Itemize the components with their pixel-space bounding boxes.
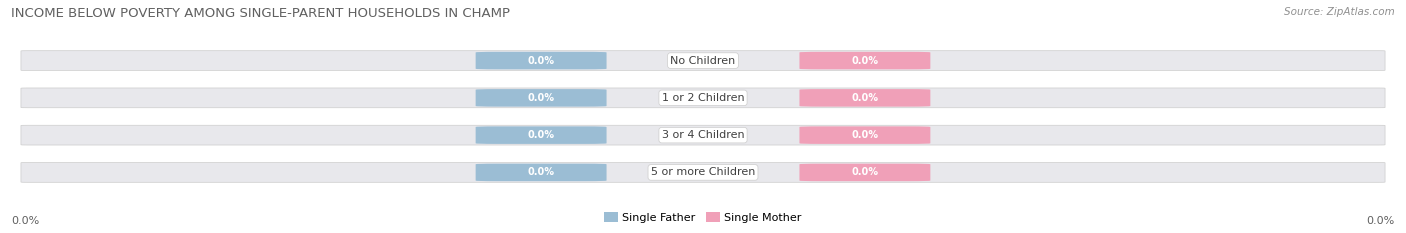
Text: 0.0%: 0.0%	[527, 56, 554, 65]
Text: INCOME BELOW POVERTY AMONG SINGLE-PARENT HOUSEHOLDS IN CHAMP: INCOME BELOW POVERTY AMONG SINGLE-PARENT…	[11, 7, 510, 20]
FancyBboxPatch shape	[800, 126, 931, 144]
FancyBboxPatch shape	[800, 164, 931, 181]
Text: 3 or 4 Children: 3 or 4 Children	[662, 130, 744, 140]
Text: 0.0%: 0.0%	[852, 56, 879, 65]
FancyBboxPatch shape	[475, 52, 606, 69]
Text: 0.0%: 0.0%	[852, 93, 879, 103]
Text: Source: ZipAtlas.com: Source: ZipAtlas.com	[1284, 7, 1395, 17]
FancyBboxPatch shape	[475, 126, 606, 144]
FancyBboxPatch shape	[21, 125, 1385, 145]
Text: No Children: No Children	[671, 56, 735, 65]
FancyBboxPatch shape	[21, 163, 1385, 182]
Text: 0.0%: 0.0%	[527, 130, 554, 140]
Text: 0.0%: 0.0%	[527, 168, 554, 177]
Legend: Single Father, Single Mother: Single Father, Single Mother	[600, 208, 806, 227]
FancyBboxPatch shape	[800, 52, 931, 69]
Text: 1 or 2 Children: 1 or 2 Children	[662, 93, 744, 103]
FancyBboxPatch shape	[21, 51, 1385, 70]
FancyBboxPatch shape	[21, 88, 1385, 108]
Text: 0.0%: 0.0%	[852, 168, 879, 177]
Text: 0.0%: 0.0%	[1367, 216, 1395, 226]
FancyBboxPatch shape	[800, 89, 931, 107]
FancyBboxPatch shape	[475, 89, 606, 107]
Text: 0.0%: 0.0%	[527, 93, 554, 103]
Text: 0.0%: 0.0%	[11, 216, 39, 226]
FancyBboxPatch shape	[475, 164, 606, 181]
Text: 0.0%: 0.0%	[852, 130, 879, 140]
Text: 5 or more Children: 5 or more Children	[651, 168, 755, 177]
